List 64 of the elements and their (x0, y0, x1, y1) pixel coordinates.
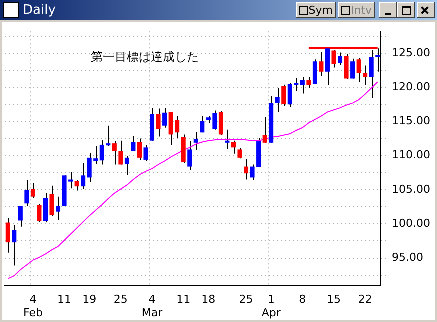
text: Intv (338, 2, 375, 18)
candlestick (275, 88, 280, 113)
candlestick (30, 182, 36, 199)
candlestick (112, 141, 117, 166)
candlestick (262, 116, 268, 144)
y-tick-label: 100.00 (392, 217, 430, 230)
candlestick (363, 65, 368, 86)
candlestick (369, 50, 374, 100)
candlestick (200, 116, 205, 134)
candlestick (6, 218, 10, 254)
candlestick (282, 84, 286, 107)
candlestick (356, 58, 362, 83)
candlestick (81, 162, 86, 190)
x-tick-label: 1 Apr (262, 293, 282, 320)
x-tick-label: 4 Feb (23, 293, 43, 320)
candlestick (244, 158, 249, 180)
candlestick (118, 140, 124, 166)
x-tick-label: 4 Mar (142, 293, 164, 320)
candlestick (238, 148, 242, 160)
candlestick (344, 54, 349, 80)
candlestick (306, 76, 312, 89)
candlestick (325, 46, 330, 86)
y-tick-label: 95.00 (392, 251, 424, 264)
candlestick (137, 138, 142, 160)
candlestick (124, 156, 130, 176)
x-tick-label: 19 (82, 293, 97, 306)
y-tick-label: 110.00 (392, 148, 430, 162)
x-tick-label: 22 (358, 293, 372, 306)
candlestick (218, 110, 224, 136)
candlestick (194, 131, 198, 151)
text: Sym (296, 2, 336, 18)
candlestick (188, 141, 192, 171)
x-tick-label: 8 (299, 293, 306, 306)
candlestick (156, 108, 161, 138)
candlestick (43, 192, 48, 223)
candlestick (50, 185, 54, 216)
candlestick (300, 76, 305, 94)
x-tick-label: 11 (176, 293, 191, 306)
x-tick-label: 15 (327, 293, 341, 306)
candlestick (18, 206, 23, 228)
candlestick (338, 52, 343, 66)
x-tick-label: 25 (239, 293, 254, 306)
candlestick (37, 204, 42, 223)
x-tick-label: 25 (114, 293, 128, 306)
y-tick-label: 120.00 (392, 80, 430, 94)
candlestick (56, 196, 61, 221)
y-tick-label: 125.00 (392, 46, 430, 60)
chart-title: Daily (23, 2, 56, 18)
x-tick-label: 18 (202, 293, 216, 306)
candlestick (131, 136, 136, 152)
candlestick (312, 59, 318, 85)
candlestick (231, 140, 236, 154)
candlestick (144, 144, 148, 162)
candlestick (319, 52, 324, 76)
y-tick-label: 115.00 (392, 114, 430, 128)
annotation: 第一目標は達成した (91, 50, 199, 64)
candlestick (74, 180, 80, 192)
candlestick (12, 225, 17, 266)
candlestick (24, 180, 30, 207)
x-tick-label: 11 (58, 293, 72, 306)
candlestick (162, 108, 168, 128)
y-tick-label: 105.00 (392, 182, 430, 196)
candlestick (350, 58, 356, 80)
candlestick (225, 129, 230, 150)
